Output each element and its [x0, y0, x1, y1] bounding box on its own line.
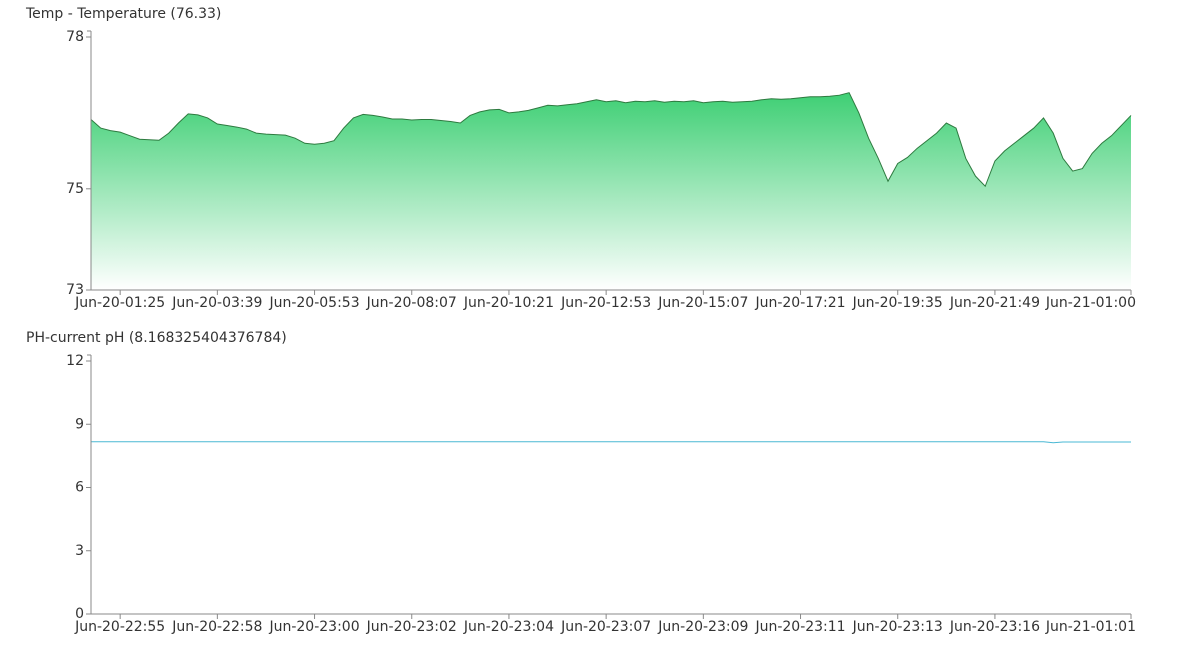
x-tick-label: Jun-20-22:55 — [74, 619, 165, 635]
chart-title: Temp - Temperature (76.33) — [25, 6, 221, 22]
y-tick-label: 0 — [75, 606, 84, 622]
chart-title: PH-current pH (8.168325404376784) — [26, 330, 287, 346]
x-tick-label: Jun-20-23:02 — [366, 619, 457, 635]
y-tick-label: 75 — [66, 181, 84, 197]
y-tick-label: 3 — [75, 543, 84, 559]
y-tick-label: 12 — [66, 353, 84, 369]
x-tick-label: Jun-20-03:39 — [171, 295, 262, 311]
area-fill — [91, 92, 1131, 290]
x-tick-label: Jun-20-23:07 — [560, 619, 651, 635]
x-tick-label: Jun-20-15:07 — [657, 295, 748, 311]
x-tick-label: Jun-20-12:53 — [560, 295, 651, 311]
x-tick-label: Jun-20-23:16 — [949, 619, 1040, 635]
x-tick-label: Jun-21-01:01 — [1045, 619, 1136, 635]
y-tick-label: 73 — [66, 282, 84, 298]
y-tick-label: 78 — [66, 29, 84, 45]
x-tick-label: Jun-20-23:09 — [657, 619, 748, 635]
y-tick-label: 6 — [75, 480, 84, 496]
x-tick-label: Jun-20-22:58 — [171, 619, 262, 635]
x-tick-label: Jun-20-23:00 — [268, 619, 359, 635]
x-tick-label: Jun-20-10:21 — [463, 295, 554, 311]
x-tick-label: Jun-20-23:11 — [754, 619, 845, 635]
x-tick-label: Jun-20-23:13 — [852, 619, 943, 635]
x-tick-label: Jun-20-19:35 — [852, 295, 943, 311]
x-tick-label: Jun-20-01:25 — [74, 295, 165, 311]
y-tick-label: 9 — [75, 416, 84, 432]
x-tick-label: Jun-20-08:07 — [366, 295, 457, 311]
x-tick-label: Jun-20-23:04 — [463, 619, 554, 635]
x-tick-label: Jun-20-17:21 — [754, 295, 845, 311]
area-line — [90, 92, 1132, 188]
line — [91, 441, 1131, 444]
x-tick-label: Jun-20-21:49 — [949, 295, 1040, 311]
x-tick-label: Jun-20-05:53 — [268, 295, 359, 311]
x-tick-label: Jun-21-01:00 — [1045, 295, 1136, 311]
